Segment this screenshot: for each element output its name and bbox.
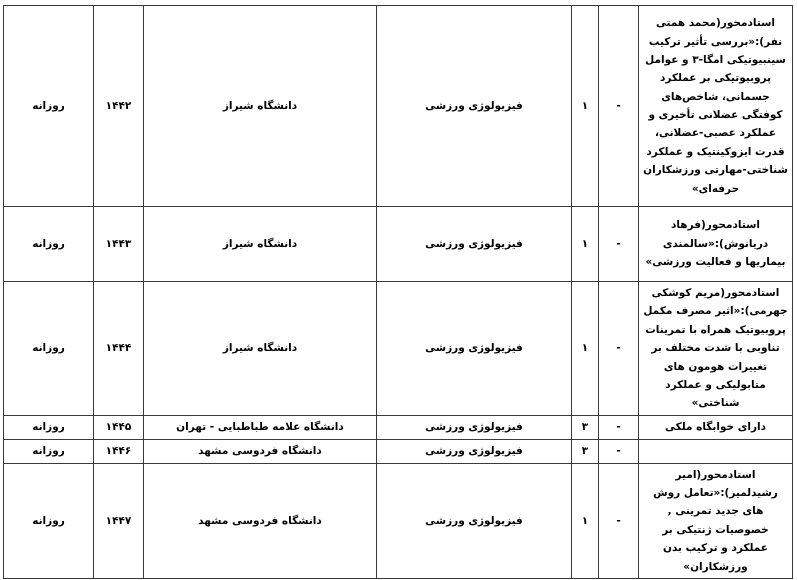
- cell-notes: استادمحور(فرهاد دریانوش):«سالمندی بیماری…: [638, 206, 793, 282]
- cell-notes: استادمحور(محمد همتی نفر):«بررسی تأثیر تر…: [638, 5, 793, 207]
- cell-university: دانشگاه علامه طباطبایی - تهران: [143, 414, 377, 440]
- cell-notes: استادمحور(مریم کوشکی جهرمی):«اثیر مصرف م…: [638, 281, 793, 416]
- program-listing-table: استادمحور(محمد همتی نفر):«بررسی تأثیر تر…: [3, 5, 793, 579]
- cell-code: ۱۴۴۷: [93, 462, 144, 579]
- cell-university: دانشگاه شیراز: [143, 5, 377, 207]
- cell-capacity: ۱: [571, 206, 599, 282]
- cell-field: فیزیولوژی ورزشی: [376, 206, 572, 282]
- cell-dash: -: [598, 206, 639, 282]
- cell-capacity: ۱: [571, 5, 599, 207]
- cell-field: فیزیولوژی ورزشی: [376, 281, 572, 416]
- table-row: استادمحور(امیر رشیدلمیر):«تعامل روش های …: [3, 462, 793, 579]
- cell-type: روزانه: [3, 438, 94, 464]
- cell-university: دانشگاه فردوسی مشهد: [143, 462, 377, 579]
- cell-type: روزانه: [3, 281, 94, 416]
- cell-code: ۱۴۴۲: [93, 5, 144, 207]
- cell-type: روزانه: [3, 5, 94, 207]
- cell-university: دانشگاه شیراز: [143, 281, 377, 416]
- cell-dash: -: [598, 438, 639, 464]
- cell-dash: -: [598, 281, 639, 416]
- table-body: استادمحور(محمد همتی نفر):«بررسی تأثیر تر…: [3, 5, 793, 579]
- cell-capacity: ۳: [571, 414, 599, 440]
- cell-dash: -: [598, 462, 639, 579]
- cell-code: ۱۴۴۴: [93, 281, 144, 416]
- cell-notes: استادمحور(امیر رشیدلمیر):«تعامل روش های …: [638, 462, 793, 579]
- cell-notes: [638, 438, 793, 464]
- cell-dash: -: [598, 5, 639, 207]
- cell-field: فیزیولوژی ورزشی: [376, 462, 572, 579]
- table-row: استادمحور(محمد همتی نفر):«بررسی تأثیر تر…: [3, 5, 793, 207]
- cell-capacity: ۱: [571, 281, 599, 416]
- cell-capacity: ۱: [571, 462, 599, 579]
- cell-university: دانشگاه فردوسی مشهد: [143, 438, 377, 464]
- cell-university: دانشگاه شیراز: [143, 206, 377, 282]
- cell-code: ۱۴۴۶: [93, 438, 144, 464]
- table-row: - ۳ فیزیولوژی ورزشی دانشگاه فردوسی مشهد …: [3, 438, 793, 464]
- cell-type: روزانه: [3, 414, 94, 440]
- table-row: استادمحور(فرهاد دریانوش):«سالمندی بیماری…: [3, 206, 793, 282]
- table-row: دارای خوابگاه ملکی - ۳ فیزیولوژی ورزشی د…: [3, 414, 793, 440]
- cell-code: ۱۴۴۵: [93, 414, 144, 440]
- cell-capacity: ۳: [571, 438, 599, 464]
- cell-notes: دارای خوابگاه ملکی: [638, 414, 793, 440]
- cell-field: فیزیولوژی ورزشی: [376, 5, 572, 207]
- cell-type: روزانه: [3, 206, 94, 282]
- cell-code: ۱۴۴۳: [93, 206, 144, 282]
- cell-dash: -: [598, 414, 639, 440]
- table-row: استادمحور(مریم کوشکی جهرمی):«اثیر مصرف م…: [3, 281, 793, 416]
- cell-type: روزانه: [3, 462, 94, 579]
- cell-field: فیزیولوژی ورزشی: [376, 438, 572, 464]
- cell-field: فیزیولوژی ورزشی: [376, 414, 572, 440]
